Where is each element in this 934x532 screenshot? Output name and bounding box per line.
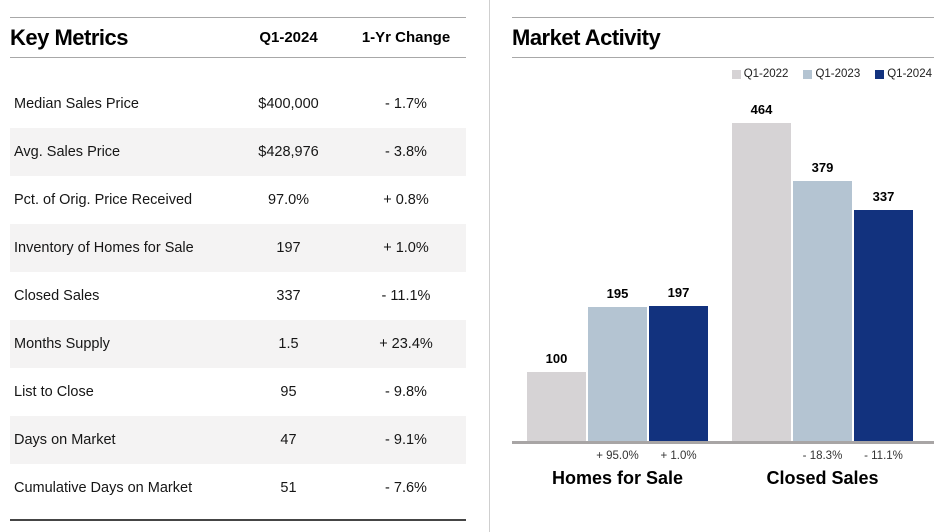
- table-row: Pct. of Orig. Price Received 97.0% + 0.8…: [10, 176, 466, 224]
- metric-change: - 1.7%: [385, 96, 427, 112]
- table-row: Months Supply 1.5 + 23.4%: [10, 320, 466, 368]
- metric-value: 95: [280, 384, 297, 400]
- table-row: Cumulative Days on Market 51 - 7.6%: [10, 464, 466, 512]
- metric-label: Closed Sales: [14, 288, 100, 304]
- legend-item-q1-2022: Q1-2022: [731, 68, 789, 80]
- category-label-homes-for-sale: Homes for Sale: [551, 468, 684, 488]
- column-header-1yr-change: 1-Yr Change: [361, 29, 451, 46]
- legend-label: Q1-2022: [743, 68, 789, 80]
- table-bottom-rule: [10, 519, 466, 521]
- bar-value-label: 464: [750, 102, 773, 117]
- legend-swatch-q1-2022-icon: [731, 69, 741, 79]
- metric-value: 197: [276, 240, 301, 256]
- legend-item-q1-2023: Q1-2023: [803, 68, 860, 80]
- panel-divider: [489, 0, 490, 532]
- key-metrics-panel: Key Metrics Q1-2024 1-Yr Change Median S…: [10, 0, 466, 532]
- metric-label: Avg. Sales Price: [14, 144, 121, 160]
- metric-change: + 23.4%: [379, 336, 433, 352]
- table-row: List to Close 95 - 9.8%: [10, 368, 466, 416]
- metric-change: - 11.1%: [381, 288, 431, 304]
- bar-q1-2022-closed-sales: [732, 123, 791, 441]
- bar-q1-2024-closed-sales: [854, 210, 913, 441]
- metric-value: 97.0%: [267, 192, 310, 208]
- metric-value: 47: [280, 432, 297, 448]
- bar-q1-2024-homes-for-sale: [649, 306, 708, 441]
- bar-value-label: 379: [811, 160, 834, 175]
- bar-value-label: 337: [872, 189, 895, 204]
- metric-change: + 0.8%: [383, 192, 429, 208]
- metric-label: Months Supply: [14, 336, 110, 352]
- table-row: Inventory of Homes for Sale 197 + 1.0%: [10, 224, 466, 272]
- legend-swatch-q1-2024-icon: [875, 69, 885, 79]
- pct-change-label: - 18.3%: [802, 450, 843, 462]
- legend-label: Q1-2023: [815, 68, 861, 80]
- chart-legend: Q1-2022 Q1-2023 Q1-2024: [731, 68, 932, 80]
- table-row: Avg. Sales Price $428,976 - 3.8%: [10, 128, 466, 176]
- legend-item-q1-2024: Q1-2024: [875, 68, 932, 80]
- category-label-closed-sales: Closed Sales: [766, 468, 879, 488]
- table-row: Days on Market 47 - 9.1%: [10, 416, 466, 464]
- metric-change: - 7.6%: [385, 480, 427, 496]
- pct-change-label: - 11.1%: [864, 450, 903, 462]
- key-metrics-table: Median Sales Price $400,000 - 1.7% Avg. …: [10, 80, 466, 512]
- metric-label: Inventory of Homes for Sale: [14, 240, 194, 256]
- bar-q1-2023-homes-for-sale: [588, 307, 647, 441]
- metric-value: 1.5: [278, 336, 299, 352]
- key-metrics-header: Key Metrics Q1-2024 1-Yr Change: [10, 17, 466, 58]
- pct-change-label: + 95.0%: [596, 450, 639, 462]
- metric-value: $428,976: [258, 144, 319, 160]
- metric-change: - 9.8%: [385, 384, 427, 400]
- bar-chart: 100 195 + 95.0% 197 + 1.0% Homes for Sale 464 3…: [512, 86, 934, 506]
- market-activity-panel: Market Activity Q1-2022 Q1-2023 Q1-2024 …: [512, 0, 934, 532]
- metric-label: Days on Market: [14, 432, 116, 448]
- column-header-q1-2024: Q1-2024: [259, 29, 318, 46]
- legend-label: Q1-2024: [887, 68, 932, 80]
- legend-swatch-q1-2023-icon: [803, 69, 813, 79]
- metric-label: Cumulative Days on Market: [14, 480, 193, 496]
- metric-label: Pct. of Orig. Price Received: [14, 192, 193, 208]
- chart-axis-line: [512, 441, 934, 444]
- metric-value: 51: [280, 480, 297, 496]
- metric-change: - 3.8%: [385, 144, 427, 160]
- table-row: Median Sales Price $400,000 - 1.7%: [10, 80, 466, 128]
- bar-value-label: 100: [545, 351, 568, 366]
- table-row: Closed Sales 337 - 11.1%: [10, 272, 466, 320]
- metric-change: + 1.0%: [383, 240, 429, 256]
- metric-label: Median Sales Price: [14, 96, 139, 112]
- key-metrics-title: Key Metrics: [10, 24, 129, 50]
- bar-value-label: 197: [667, 285, 690, 300]
- metric-value: 337: [276, 288, 301, 304]
- bar-q1-2023-closed-sales: [793, 181, 852, 441]
- bar-q1-2022-homes-for-sale: [527, 372, 586, 441]
- market-activity-title: Market Activity: [512, 24, 661, 50]
- metric-label: List to Close: [14, 384, 94, 400]
- metric-change: - 9.1%: [385, 432, 427, 448]
- metric-value: $400,000: [258, 96, 319, 112]
- pct-change-label: + 1.0%: [660, 450, 697, 462]
- bar-value-label: 195: [606, 286, 629, 301]
- market-activity-header: Market Activity: [512, 17, 934, 58]
